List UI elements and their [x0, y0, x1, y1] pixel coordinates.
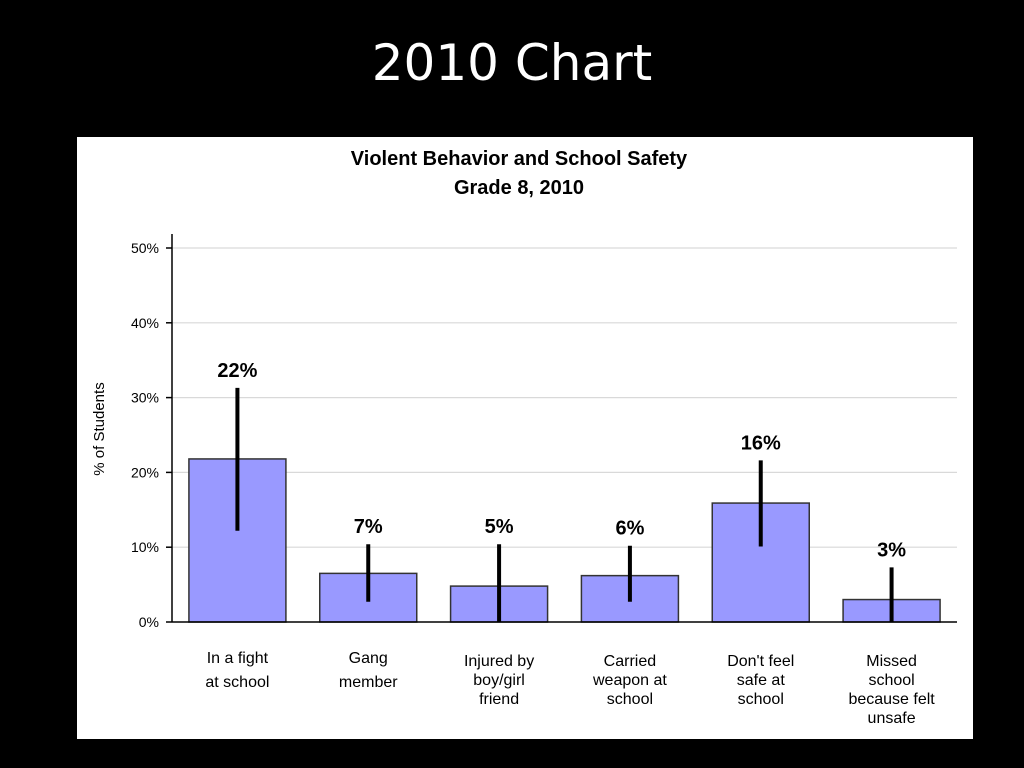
- y-tick-label: 0%: [139, 614, 159, 630]
- y-tick-label: 40%: [131, 315, 159, 331]
- category-label-line: Gang: [349, 650, 388, 667]
- category-label-line: In a fight: [207, 650, 269, 667]
- data-label: 3%: [877, 539, 906, 561]
- data-label: 22%: [217, 360, 257, 382]
- category-label-line: at school: [205, 674, 269, 691]
- error-bars: [235, 387, 894, 622]
- category-label: In a fight at school: [205, 650, 269, 691]
- category-label-line: friend: [479, 691, 519, 708]
- data-labels: 22% 7% 5% 6% 16% 3%: [217, 360, 906, 562]
- category-label-line: weapon at: [592, 672, 667, 689]
- bar-chart: Violent Behavior and School Safety Grade…: [91, 148, 957, 727]
- gridlines: [172, 247, 957, 548]
- axes: [166, 234, 957, 623]
- category-label-line: member: [339, 674, 398, 691]
- category-label-line: boy/girl: [473, 672, 525, 689]
- category-label-line: school: [738, 691, 784, 708]
- y-tick-labels: 0% 10% 20% 30% 40% 50%: [131, 240, 159, 630]
- data-label: 6%: [615, 518, 644, 540]
- category-labels: In a fight at school Gang member Injured by b…: [205, 650, 935, 727]
- category-label-line: safe at: [737, 672, 786, 689]
- category-label-line: school: [868, 672, 914, 689]
- category-label: Injured by boy/girl friend: [464, 653, 534, 708]
- category-label-line: Missed: [866, 653, 917, 670]
- category-label: Carried weapon at school: [592, 653, 667, 708]
- y-tick-label: 50%: [131, 240, 159, 256]
- category-label-line: unsafe: [868, 710, 916, 727]
- category-label-line: Carried: [604, 653, 656, 670]
- category-label: Missed school because felt unsafe: [848, 653, 935, 727]
- data-label: 7%: [354, 516, 383, 538]
- category-label-line: because felt: [848, 691, 935, 708]
- y-tick-label: 20%: [131, 464, 159, 480]
- category-label: Gang member: [339, 650, 398, 691]
- chart-title-line-2: Grade 8, 2010: [454, 177, 584, 199]
- y-tick-label: 30%: [131, 390, 159, 406]
- category-label-line: Don't feel: [727, 653, 794, 670]
- bars: [188, 458, 941, 623]
- data-label: 5%: [485, 516, 514, 538]
- y-axis-label: % of Students: [91, 382, 108, 475]
- category-label-line: school: [607, 691, 653, 708]
- category-label: Don't feel safe at school: [727, 653, 794, 708]
- chart-title-line-1: Violent Behavior and School Safety: [351, 148, 688, 170]
- y-tick-label: 10%: [131, 539, 159, 555]
- data-label: 16%: [741, 432, 781, 454]
- category-label-line: Injured by: [464, 653, 534, 670]
- slide-title: 2010 Chart: [371, 34, 653, 92]
- chart-panel: Violent Behavior and School Safety Grade…: [77, 137, 973, 739]
